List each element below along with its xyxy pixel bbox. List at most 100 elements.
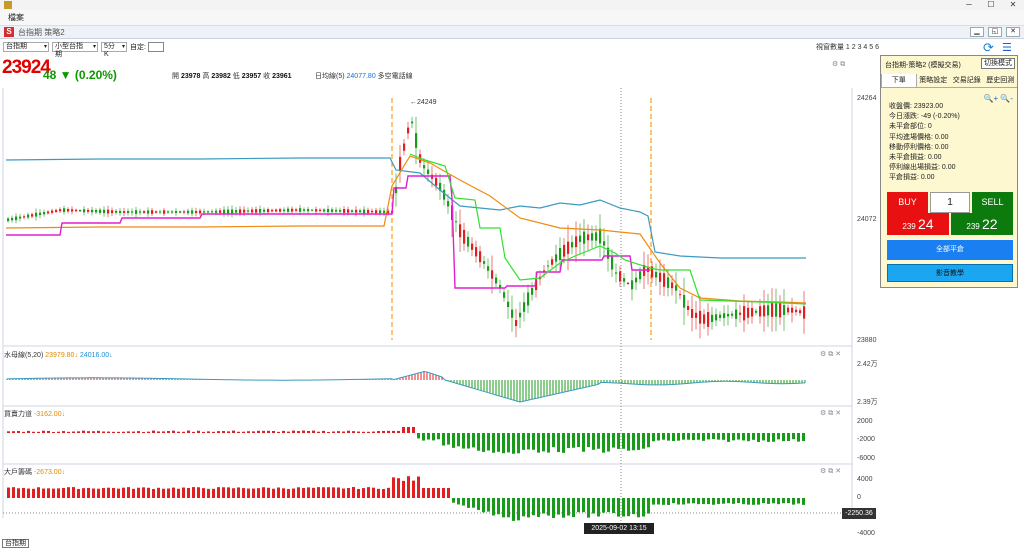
interval-select[interactable]: 5分K — [101, 42, 127, 58]
menu-file[interactable]: 檔案 — [8, 13, 24, 22]
power-bar — [217, 431, 220, 433]
big-bar — [702, 498, 705, 505]
candle-body — [259, 208, 262, 213]
candle-body — [51, 210, 54, 213]
candle-body — [599, 228, 602, 244]
sell-button[interactable]: SELL — [972, 192, 1013, 213]
candle-body — [211, 211, 214, 213]
power-bar — [417, 433, 420, 439]
mdi-close-icon[interactable]: ✕ — [1006, 27, 1020, 37]
close-icon[interactable]: ✕ — [1009, 0, 1017, 9]
big-bar — [102, 488, 105, 498]
buy-button[interactable]: BUY — [887, 192, 928, 213]
contract-select[interactable]: 小型台指期 — [52, 42, 98, 58]
candle-body — [471, 243, 474, 250]
buy-price-box[interactable]: 239 24 — [887, 213, 949, 235]
candle-body — [299, 208, 302, 212]
candle-body — [719, 314, 722, 318]
candle-body — [559, 247, 562, 261]
candle-body — [99, 209, 102, 213]
power-bar — [47, 430, 50, 433]
power-bar — [367, 431, 370, 433]
candle-body — [555, 254, 558, 262]
quantity-input[interactable]: 1 — [930, 192, 970, 213]
power-bar — [112, 431, 115, 433]
big-bar — [627, 498, 630, 517]
candle-body — [47, 211, 50, 214]
info-daily-change: 今日漲跌: -49 (-0.20%) — [889, 113, 960, 121]
big-bar — [72, 487, 75, 498]
candle-body — [111, 210, 114, 214]
sell-price-box[interactable]: 239 22 — [951, 213, 1013, 235]
big-panel-tools-icon[interactable]: ⚙⧉✕ — [820, 468, 844, 475]
app-logo-icon: S — [4, 27, 14, 37]
candle-body — [747, 307, 750, 318]
video-tutorial-button[interactable]: 影音教學 — [887, 264, 1013, 282]
power-bar — [602, 433, 605, 453]
power-bar — [32, 431, 35, 433]
power-bar — [722, 433, 725, 440]
symbol-select[interactable]: 台指期 — [3, 42, 49, 52]
power-bar — [62, 431, 65, 433]
power-bar — [672, 433, 675, 442]
candle-body — [159, 211, 162, 213]
candle-body — [283, 209, 286, 212]
big-bar — [287, 488, 290, 498]
big-bar — [162, 488, 165, 498]
power-bar — [92, 431, 95, 433]
power-panel-tools-icon[interactable]: ⚙⧉✕ — [820, 410, 844, 417]
power-bar — [627, 433, 630, 451]
candle-body — [379, 210, 382, 214]
power-bar — [232, 430, 235, 433]
big-bar — [617, 498, 620, 517]
bottom-symbol-tab[interactable]: 台指期 — [2, 539, 29, 548]
main-chart-tools-icon[interactable]: ⚙⧉ — [832, 61, 848, 68]
candle-body — [551, 259, 554, 265]
power-bar — [752, 433, 755, 440]
mdi-restore-icon[interactable]: ◱ — [988, 27, 1002, 37]
user-list-icon[interactable]: ☰ — [1002, 42, 1012, 54]
candle-body — [779, 302, 782, 318]
power-bar — [447, 433, 450, 445]
power-bar — [632, 433, 635, 451]
chart-area[interactable]: ←24249 — [0, 88, 878, 526]
custom-interval-input[interactable] — [147, 42, 164, 52]
ohlc-values: 開 23978 高 23982 低 23957 收 23961 — [172, 71, 292, 81]
zoom-in-out-icon[interactable]: 🔍+ 🔍- — [983, 94, 1013, 103]
power-bar — [272, 430, 275, 433]
tab-strategy-settings[interactable]: 策略設定 — [919, 77, 948, 84]
power-bar — [327, 431, 330, 433]
big-bar — [37, 487, 40, 498]
tab-order[interactable]: 下單 — [881, 74, 917, 87]
big-bar — [267, 487, 270, 498]
water-panel-tools-icon[interactable]: ⚙⧉✕ — [820, 351, 844, 358]
candle-body — [207, 211, 210, 213]
tab-backtest[interactable]: 歷史回測 — [986, 77, 1015, 84]
big-bar — [612, 498, 615, 514]
candle-body — [279, 209, 282, 212]
power-y-tick-3: -6000 — [857, 455, 875, 462]
big-bar — [722, 498, 725, 504]
power-bar — [562, 433, 565, 453]
candle-body — [503, 292, 506, 298]
power-bar — [12, 431, 15, 433]
candle-body — [415, 133, 418, 148]
big-bar — [647, 498, 650, 514]
switch-mode-button[interactable]: 切換模式 — [981, 58, 1015, 69]
power-y-tick-1: 2000 — [857, 418, 873, 425]
candle-body — [55, 209, 58, 212]
tab-trade-history[interactable]: 交易記錄 — [952, 77, 981, 84]
refresh-icon[interactable]: ⟳ — [983, 40, 994, 55]
flatten-all-button[interactable]: 全部平倉 — [887, 240, 1013, 260]
mdi-minimize-icon[interactable]: ▁ — [970, 27, 984, 37]
power-bar — [377, 431, 380, 433]
candle-body — [167, 211, 170, 213]
candle-body — [219, 210, 222, 213]
maximize-icon[interactable]: ☐ — [987, 0, 995, 9]
minimize-icon[interactable]: ─ — [966, 0, 972, 9]
candle-body — [739, 312, 742, 315]
candle-body — [103, 209, 106, 214]
big-bar — [682, 498, 685, 505]
info-avg-entry: 平均進場價格: 0.00 — [889, 133, 949, 141]
window-count-selector[interactable]: 視窗數量 1 2 3 4 5 6 — [815, 44, 879, 51]
